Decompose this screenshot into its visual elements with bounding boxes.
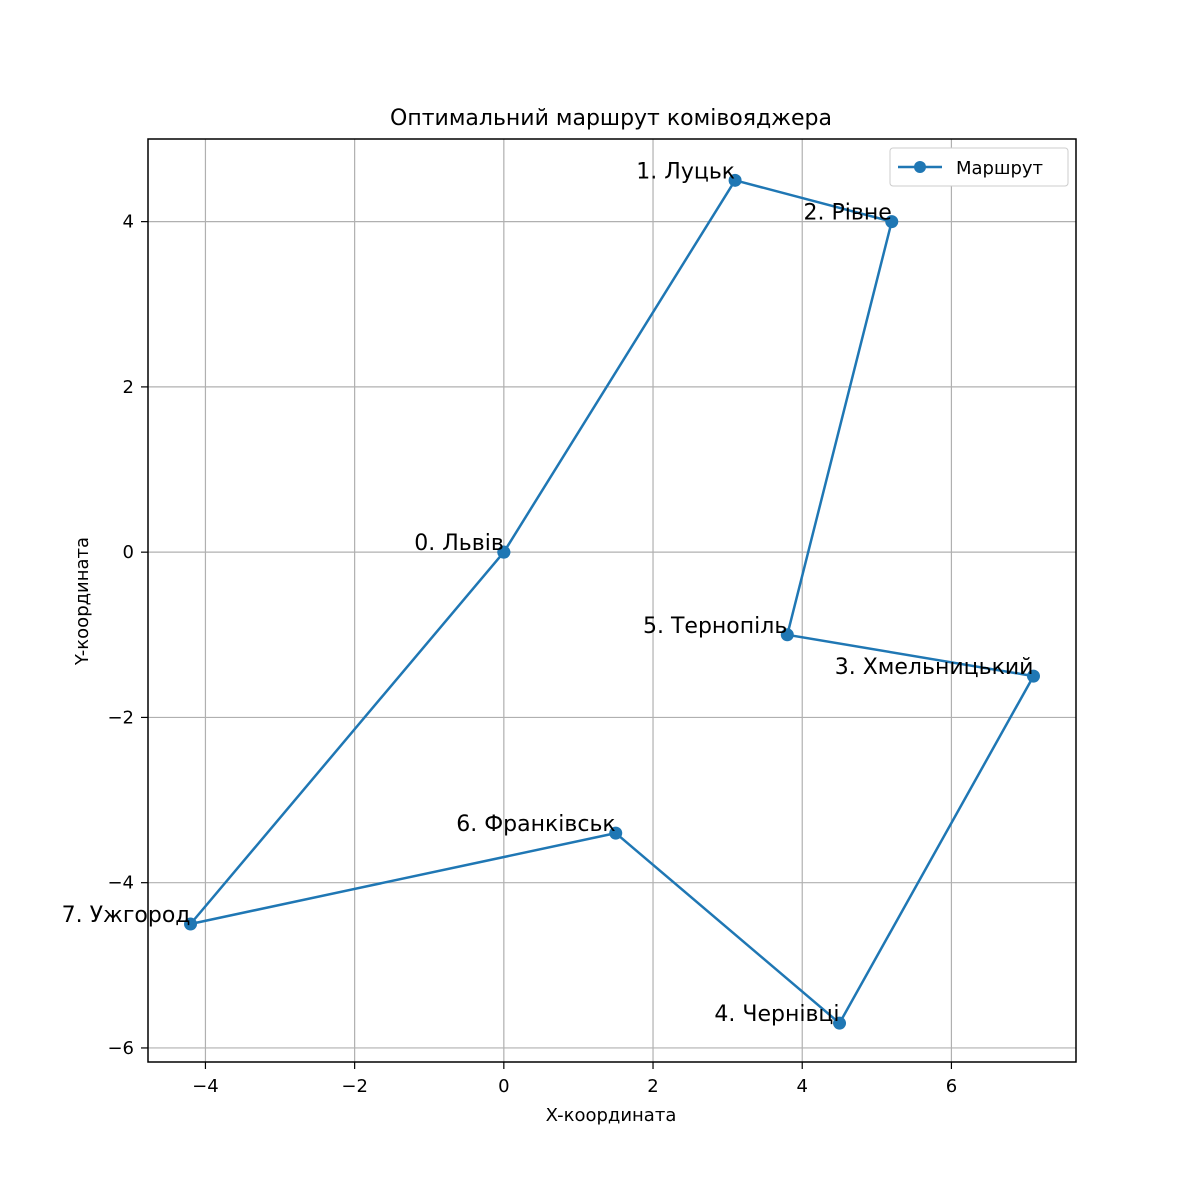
y-axis-label: Y-координата (72, 537, 93, 666)
route-point (728, 173, 742, 187)
y-tick-label: −2 (107, 707, 134, 728)
route-point (780, 628, 794, 642)
ticks: −4 −2 0 2 4 6 4 2 0 −2 −4 −6 (107, 212, 957, 1097)
legend-box (889, 147, 1069, 187)
plot-area-frame (147, 138, 1077, 1063)
x-tick-label: 0 (498, 1076, 509, 1097)
legend-label: Маршрут (956, 158, 1043, 179)
y-tick-label: 4 (123, 212, 134, 233)
city-label: 4. Чернівці (714, 1002, 839, 1027)
city-label: 2. Рівне (803, 201, 891, 226)
x-tick-label: 2 (647, 1076, 658, 1097)
route-point (184, 917, 198, 931)
city-label: 0. Львів (414, 531, 504, 556)
x-tick-label: 6 (946, 1076, 957, 1097)
y-tick-label: 0 (123, 542, 134, 563)
y-tick-label: 2 (123, 377, 134, 398)
city-label: 5. Тернопіль (643, 614, 787, 639)
city-label: 6. Франківськ (456, 812, 615, 837)
city-label: 7. Ужгород (62, 903, 191, 928)
route-point (833, 1016, 847, 1030)
chart-title: Оптимальний маршрут комівояджера (390, 106, 832, 131)
route-point (1026, 669, 1040, 683)
grid (148, 139, 1076, 1062)
x-tick-label: −4 (192, 1076, 219, 1097)
city-label: 3. Хмельницький (835, 655, 1034, 680)
point-labels: 0. Львів 1. Луцьк 2. Рівне 3. Хмельницький 4… (62, 159, 1034, 1027)
route-point (609, 826, 623, 840)
x-tick-label: 4 (796, 1076, 807, 1097)
route-point (885, 215, 899, 229)
route-series (184, 173, 1040, 1030)
x-tick-label: −2 (341, 1076, 368, 1097)
route-point (497, 545, 511, 559)
legend-point-marker (914, 161, 926, 173)
y-tick-label: −4 (107, 873, 134, 894)
y-tick-label: −6 (107, 1038, 134, 1059)
x-axis-label: X-координата (546, 1105, 677, 1126)
city-label: 1. Луцьк (636, 159, 735, 184)
legend: Маршрут (889, 147, 1069, 187)
